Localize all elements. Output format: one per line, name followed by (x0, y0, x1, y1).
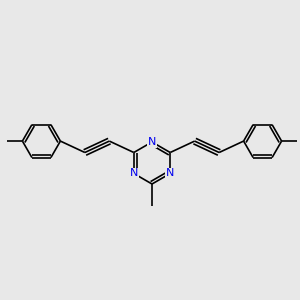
Text: N: N (130, 169, 138, 178)
Text: N: N (148, 137, 156, 147)
Text: N: N (166, 169, 174, 178)
